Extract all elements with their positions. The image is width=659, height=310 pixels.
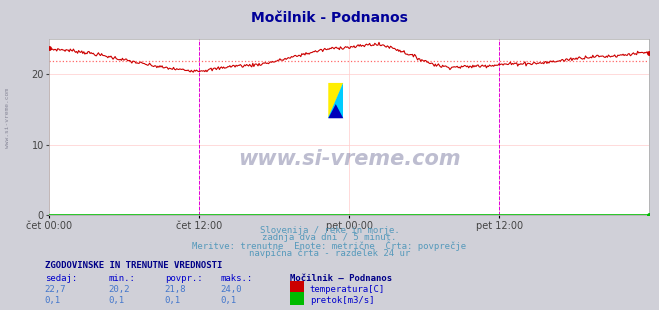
Text: ZGODOVINSKE IN TRENUTNE VREDNOSTI: ZGODOVINSKE IN TRENUTNE VREDNOSTI	[45, 261, 222, 270]
Text: navpična črta - razdelek 24 ur: navpična črta - razdelek 24 ur	[249, 248, 410, 258]
Text: 0,1: 0,1	[165, 296, 181, 305]
Text: maks.:: maks.:	[221, 274, 253, 283]
Text: zadnja dva dni / 5 minut.: zadnja dva dni / 5 minut.	[262, 233, 397, 242]
Text: 0,1: 0,1	[109, 296, 125, 305]
Text: sedaj:: sedaj:	[45, 274, 77, 283]
Text: Močilnik – Podnanos: Močilnik – Podnanos	[290, 274, 392, 283]
Text: Slovenija / reke in morje.: Slovenija / reke in morje.	[260, 226, 399, 235]
Text: 0,1: 0,1	[221, 296, 237, 305]
Polygon shape	[328, 83, 343, 118]
Text: 0,1: 0,1	[45, 296, 61, 305]
Text: 20,2: 20,2	[109, 285, 130, 294]
Text: Močilnik - Podnanos: Močilnik - Podnanos	[251, 11, 408, 25]
Text: 24,0: 24,0	[221, 285, 243, 294]
Text: Meritve: trenutne  Enote: metrične  Črta: povprečje: Meritve: trenutne Enote: metrične Črta: …	[192, 241, 467, 251]
Text: temperatura[C]: temperatura[C]	[310, 285, 385, 294]
Polygon shape	[328, 104, 343, 118]
Text: 21,8: 21,8	[165, 285, 186, 294]
Text: povpr.:: povpr.:	[165, 274, 202, 283]
Text: min.:: min.:	[109, 274, 136, 283]
Polygon shape	[328, 83, 343, 118]
Text: www.si-vreme.com: www.si-vreme.com	[238, 149, 461, 169]
Text: 22,7: 22,7	[45, 285, 67, 294]
Text: pretok[m3/s]: pretok[m3/s]	[310, 296, 374, 305]
Text: www.si-vreme.com: www.si-vreme.com	[5, 88, 11, 148]
